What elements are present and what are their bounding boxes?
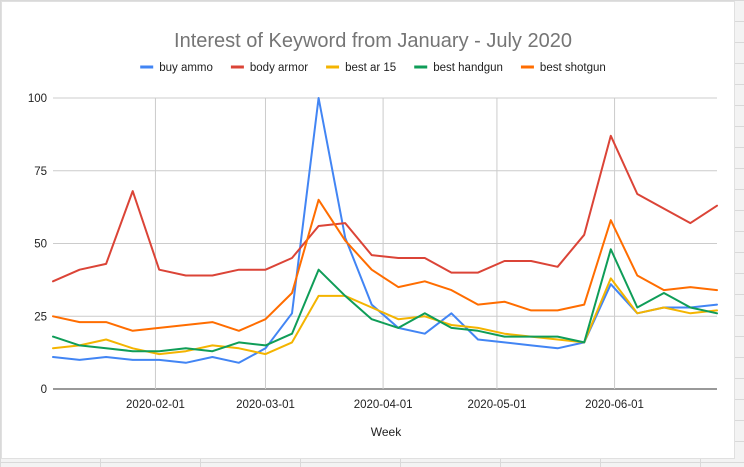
y-axis-ticks: 0 25 50 75 100 [28, 93, 47, 396]
gridlines [53, 97, 717, 390]
series-line-best-ar-15 [52, 277, 718, 356]
x-axis-ticks: 2020-02-01 2020-03-01 2020-04-01 2020-05-01… [126, 399, 644, 411]
series-line-best-shotgun [52, 198, 718, 332]
series-line-buy-ammo [52, 97, 718, 364]
x-tick-label: 2020-04-01 [354, 399, 413, 411]
legend-label: best shotgun [540, 62, 606, 74]
y-tick-label: 50 [34, 239, 47, 251]
x-tick-label: 2020-05-01 [468, 399, 527, 411]
legend-label: buy ammo [159, 62, 213, 74]
series-line-best-handgun [52, 248, 718, 353]
series-lines [52, 97, 718, 364]
y-tick-label: 75 [34, 166, 47, 178]
series-line-body-armor [52, 134, 718, 283]
x-tick-label: 2020-03-01 [236, 399, 295, 411]
chart-title: Interest of Keyword from January - July … [174, 30, 572, 52]
y-tick-label: 100 [28, 93, 47, 105]
x-tick-label: 2020-02-01 [126, 399, 185, 411]
legend-label: best handgun [433, 62, 503, 74]
chart-card [1, 1, 735, 459]
x-axis-title: Week [371, 425, 402, 439]
legend: buy ammo body armor best ar 15 best handgun… [140, 62, 606, 74]
legend-label: best ar 15 [345, 62, 396, 74]
x-tick-label: 2020-06-01 [585, 399, 644, 411]
y-tick-label: 0 [41, 384, 47, 396]
y-tick-label: 25 [34, 311, 47, 323]
legend-label: body armor [250, 62, 308, 74]
